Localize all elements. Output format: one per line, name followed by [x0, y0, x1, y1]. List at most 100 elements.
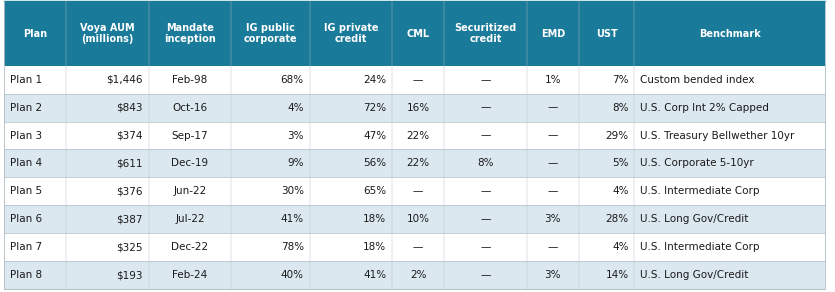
Text: Plan 1: Plan 1: [10, 75, 42, 85]
Bar: [635, 94, 825, 121]
Bar: [310, 150, 392, 178]
Text: $1,446: $1,446: [107, 75, 143, 85]
Text: CML: CML: [407, 29, 430, 39]
Text: Plan: Plan: [23, 29, 48, 39]
Bar: [149, 178, 231, 205]
Bar: [231, 261, 310, 289]
Bar: [67, 233, 149, 261]
Bar: [527, 1, 579, 66]
Text: 22%: 22%: [407, 159, 430, 168]
Bar: [149, 261, 231, 289]
Text: —: —: [480, 242, 491, 252]
Bar: [4, 121, 67, 150]
Bar: [635, 233, 825, 261]
Bar: [4, 178, 67, 205]
Text: 8%: 8%: [612, 102, 629, 113]
Text: Securitized
credit: Securitized credit: [454, 23, 517, 44]
Bar: [67, 121, 149, 150]
Text: $325: $325: [117, 242, 143, 252]
Text: —: —: [480, 270, 491, 280]
Text: —: —: [480, 186, 491, 196]
Bar: [444, 66, 527, 94]
Text: 2%: 2%: [410, 270, 427, 280]
Text: U.S. Intermediate Corp: U.S. Intermediate Corp: [640, 242, 760, 252]
Text: U.S. Intermediate Corp: U.S. Intermediate Corp: [640, 186, 760, 196]
Bar: [392, 121, 444, 150]
Bar: [4, 66, 67, 94]
Bar: [527, 121, 579, 150]
Text: 41%: 41%: [281, 214, 304, 224]
Bar: [310, 178, 392, 205]
Text: 72%: 72%: [363, 102, 387, 113]
Text: U.S. Corp Int 2% Capped: U.S. Corp Int 2% Capped: [640, 102, 769, 113]
Bar: [635, 150, 825, 178]
Bar: [67, 178, 149, 205]
Text: —: —: [548, 186, 558, 196]
Bar: [4, 94, 67, 121]
Bar: [635, 205, 825, 233]
Bar: [67, 94, 149, 121]
Bar: [635, 261, 825, 289]
Text: Mandate
inception: Mandate inception: [164, 23, 216, 44]
Text: —: —: [480, 75, 491, 85]
Text: Jun-22: Jun-22: [174, 186, 207, 196]
Bar: [310, 233, 392, 261]
Text: 47%: 47%: [363, 131, 387, 140]
Bar: [231, 178, 310, 205]
Text: Benchmark: Benchmark: [699, 29, 761, 39]
Text: U.S. Treasury Bellwether 10yr: U.S. Treasury Bellwether 10yr: [640, 131, 794, 140]
Bar: [579, 121, 635, 150]
Bar: [149, 66, 231, 94]
Bar: [149, 233, 231, 261]
Bar: [579, 261, 635, 289]
Bar: [4, 233, 67, 261]
Bar: [444, 94, 527, 121]
Text: —: —: [480, 102, 491, 113]
Text: 4%: 4%: [612, 242, 629, 252]
Text: U.S. Long Gov/Credit: U.S. Long Gov/Credit: [640, 270, 748, 280]
Bar: [527, 233, 579, 261]
Text: 65%: 65%: [363, 186, 387, 196]
Text: 28%: 28%: [605, 214, 629, 224]
Bar: [231, 66, 310, 94]
Bar: [579, 178, 635, 205]
Bar: [444, 261, 527, 289]
Text: IG public
corporate: IG public corporate: [244, 23, 297, 44]
Bar: [392, 261, 444, 289]
Bar: [527, 94, 579, 121]
Text: —: —: [413, 75, 423, 85]
Bar: [149, 1, 231, 66]
Text: 5%: 5%: [612, 159, 629, 168]
Text: 41%: 41%: [363, 270, 387, 280]
Text: —: —: [548, 131, 558, 140]
Text: Jul-22: Jul-22: [175, 214, 205, 224]
Bar: [444, 1, 527, 66]
Bar: [527, 261, 579, 289]
Bar: [527, 178, 579, 205]
Text: Feb-24: Feb-24: [172, 270, 208, 280]
Bar: [231, 94, 310, 121]
Bar: [67, 150, 149, 178]
Text: 18%: 18%: [363, 214, 387, 224]
Text: Plan 2: Plan 2: [10, 102, 42, 113]
Text: 29%: 29%: [605, 131, 629, 140]
Text: 1%: 1%: [544, 75, 561, 85]
Bar: [4, 1, 67, 66]
Text: 9%: 9%: [287, 159, 304, 168]
Text: 3%: 3%: [287, 131, 304, 140]
Text: 14%: 14%: [605, 270, 629, 280]
Text: —: —: [548, 159, 558, 168]
Bar: [392, 66, 444, 94]
Text: 4%: 4%: [287, 102, 304, 113]
Text: IG private
credit: IG private credit: [324, 23, 378, 44]
Text: Dec-22: Dec-22: [171, 242, 209, 252]
Text: —: —: [480, 131, 491, 140]
Text: U.S. Corporate 5-10yr: U.S. Corporate 5-10yr: [640, 159, 754, 168]
Bar: [149, 150, 231, 178]
Bar: [579, 1, 635, 66]
Text: —: —: [548, 242, 558, 252]
Text: 22%: 22%: [407, 131, 430, 140]
Bar: [579, 66, 635, 94]
Text: Plan 5: Plan 5: [10, 186, 42, 196]
Text: 8%: 8%: [478, 159, 493, 168]
